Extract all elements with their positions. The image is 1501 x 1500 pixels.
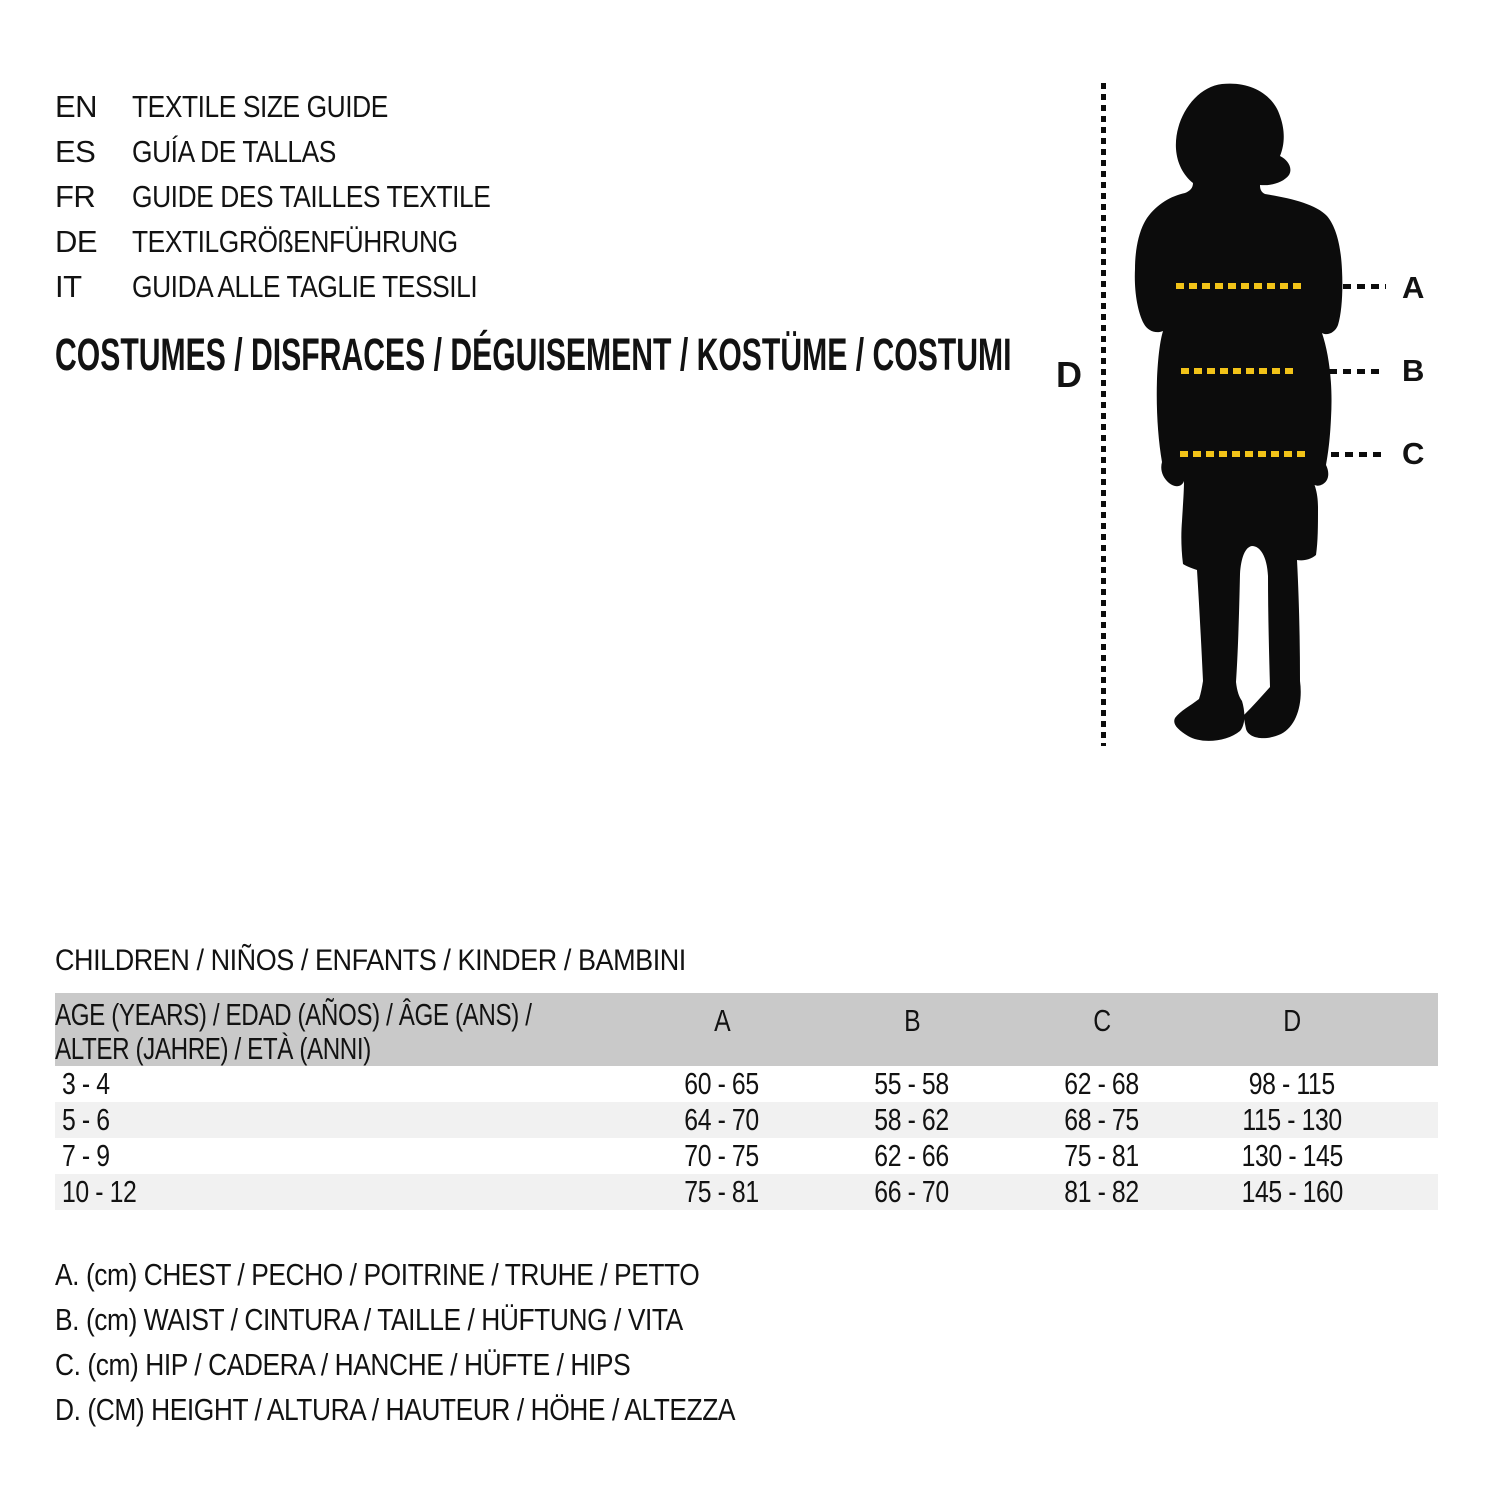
column-header-b: B xyxy=(817,993,1007,1066)
age-cell: 7 - 9 xyxy=(62,1138,110,1173)
column-header-a: A xyxy=(627,993,817,1066)
hip-leader-line xyxy=(1331,452,1386,457)
column-header-c: C xyxy=(1007,993,1197,1066)
size-table-header-row: AGE (YEARS) / EDAD (AÑOS) / ÂGE (ANS) / … xyxy=(55,993,1438,1066)
measurement-legend: A. (cm) CHEST / PECHO / POITRINE / TRUHE… xyxy=(55,1252,855,1432)
column-header-spacer xyxy=(1387,993,1438,1066)
language-label: TEXTILGRÖßENFÜHRUNG xyxy=(132,223,458,259)
language-code: DE xyxy=(55,223,98,259)
category-title: COSTUMES / DISFRACES / DÉGUISEMENT / KOS… xyxy=(55,329,1012,380)
hip-cell: 62 - 68 xyxy=(1064,1066,1140,1101)
height-dotted-line xyxy=(1101,83,1106,746)
legend-item-waist: B. (cm) WAIST / CINTURA / TAILLE / HÜFTU… xyxy=(55,1301,683,1337)
chest-cell: 75 - 81 xyxy=(684,1174,760,1209)
chest-cell: 70 - 75 xyxy=(684,1138,760,1173)
size-table: AGE (YEARS) / EDAD (AÑOS) / ÂGE (ANS) / … xyxy=(55,993,1438,1210)
measure-label-a: A xyxy=(1402,270,1425,305)
language-row-it: IT GUIDA ALLE TAGLIE TESSILI xyxy=(55,264,554,309)
language-row-es: ES GUÍA DE TALLAS xyxy=(55,129,554,174)
height-cell: 145 - 160 xyxy=(1241,1174,1343,1209)
table-row: 5 - 6 64 - 70 58 - 62 68 - 75 115 - 130 xyxy=(55,1102,1438,1138)
measure-label-c: C xyxy=(1402,436,1425,471)
language-row-en: EN TEXTILE SIZE GUIDE xyxy=(55,84,554,129)
language-code: EN xyxy=(55,88,98,124)
hip-cell: 68 - 75 xyxy=(1064,1102,1140,1137)
table-row: 7 - 9 70 - 75 62 - 66 75 - 81 130 - 145 xyxy=(55,1138,1438,1174)
language-label: TEXTILE SIZE GUIDE xyxy=(132,88,388,124)
hip-cell: 75 - 81 xyxy=(1064,1138,1140,1173)
measure-label-b: B xyxy=(1402,353,1425,388)
waist-cell: 62 - 66 xyxy=(874,1138,950,1173)
chest-cell: 64 - 70 xyxy=(684,1102,760,1137)
chest-leader-line xyxy=(1329,284,1386,289)
language-code: FR xyxy=(55,178,96,214)
language-label: GUIDE DES TAILLES TEXTILE xyxy=(132,178,491,214)
hip-measure-line xyxy=(1180,451,1305,457)
language-label: GUIDA ALLE TAGLIE TESSILI xyxy=(132,268,478,304)
child-silhouette-shape xyxy=(1134,83,1343,741)
waist-measure-line xyxy=(1181,368,1297,374)
age-cell: 5 - 6 xyxy=(62,1102,110,1137)
language-list: EN TEXTILE SIZE GUIDE ES GUÍA DE TALLAS … xyxy=(55,84,554,309)
height-cell: 115 - 130 xyxy=(1242,1102,1342,1137)
legend-item-chest: A. (cm) CHEST / PECHO / POITRINE / TRUHE… xyxy=(55,1256,700,1292)
age-cell: 3 - 4 xyxy=(62,1066,110,1101)
hip-cell: 81 - 82 xyxy=(1064,1174,1140,1209)
language-row-fr: FR GUIDE DES TAILLES TEXTILE xyxy=(55,174,554,219)
chest-measure-line xyxy=(1176,283,1304,289)
waist-leader-line xyxy=(1329,369,1382,374)
table-row: 10 - 12 75 - 81 66 - 70 81 - 82 145 - 16… xyxy=(55,1174,1438,1210)
language-code: IT xyxy=(55,268,82,304)
table-section-title: CHILDREN / NIÑOS / ENFANTS / KINDER / BA… xyxy=(55,944,686,977)
waist-cell: 58 - 62 xyxy=(874,1102,950,1137)
height-cell: 130 - 145 xyxy=(1241,1138,1343,1173)
chest-cell: 60 - 65 xyxy=(684,1066,760,1101)
waist-cell: 66 - 70 xyxy=(874,1174,950,1209)
language-code: ES xyxy=(55,133,96,169)
measure-label-d: D xyxy=(1056,354,1082,395)
age-cell: 10 - 12 xyxy=(62,1174,137,1209)
legend-item-hip: C. (cm) HIP / CADERA / HANCHE / HÜFTE / … xyxy=(55,1346,631,1382)
waist-cell: 55 - 58 xyxy=(874,1066,950,1101)
language-row-de: DE TEXTILGRÖßENFÜHRUNG xyxy=(55,219,554,264)
column-header-d: D xyxy=(1197,993,1387,1066)
legend-item-height: D. (CM) HEIGHT / ALTURA / HAUTEUR / HÖHE… xyxy=(55,1391,736,1427)
child-silhouette xyxy=(1134,83,1343,741)
age-column-header: AGE (YEARS) / EDAD (AÑOS) / ÂGE (ANS) / … xyxy=(55,993,627,1066)
height-cell: 98 - 115 xyxy=(1249,1066,1335,1101)
language-label: GUÍA DE TALLAS xyxy=(132,133,336,169)
table-row: 3 - 4 60 - 65 55 - 58 62 - 68 98 - 115 xyxy=(55,1066,1438,1102)
